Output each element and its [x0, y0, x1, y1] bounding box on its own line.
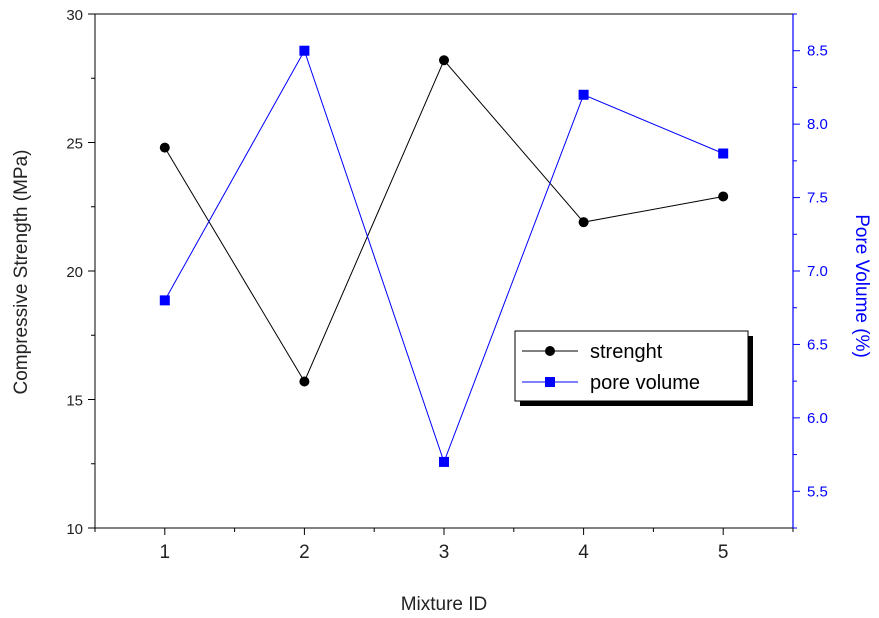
- legend-pore-volume-label: pore volume: [590, 372, 700, 394]
- series-layer: [159, 45, 729, 467]
- y-axis-right-label: Pore Volume (%): [851, 214, 872, 358]
- data-point-strenght: [439, 55, 449, 66]
- x-axis-label: Mixture ID: [401, 594, 488, 615]
- y-right-tick-label: 6.5: [807, 336, 828, 353]
- x-tick-label: 4: [578, 542, 589, 563]
- legend-strength-label: strenght: [590, 341, 663, 363]
- data-point-pore-volume: [718, 148, 729, 159]
- data-point-strenght: [299, 376, 310, 387]
- data-point-pore-volume: [159, 295, 170, 306]
- y-axis-left-label: Compressive Strength (MPa): [11, 150, 32, 395]
- legend-box: [514, 330, 749, 402]
- data-point-strenght: [718, 191, 729, 202]
- y-right-tick-label: 8.0: [807, 116, 828, 133]
- data-point-strenght: [578, 217, 589, 228]
- x-tick-label: 1: [160, 542, 171, 563]
- y-left-tick-label: 20: [66, 264, 83, 281]
- x-tick-label: 2: [299, 542, 310, 563]
- y-right-tick-label: 7.5: [807, 190, 828, 207]
- plot-frame: [94, 13, 794, 529]
- data-point-pore-volume: [439, 456, 449, 467]
- y-right-tick-label: 6.0: [807, 410, 828, 427]
- data-point-pore-volume: [578, 89, 589, 100]
- y-left-tick-label: 15: [66, 393, 83, 410]
- legend-strength-marker: [545, 346, 555, 356]
- y-right-tick-label: 8.5: [807, 43, 828, 60]
- y-right-tick-label: 7.0: [807, 263, 828, 280]
- y-left-tick-label: 25: [66, 136, 83, 153]
- legend-pore-volume-marker: [545, 377, 555, 387]
- x-tick-label: 3: [439, 542, 450, 563]
- y-left-tick-label: 30: [66, 7, 83, 24]
- legend: strenght pore volume: [514, 330, 753, 406]
- x-tick-label: 5: [718, 542, 729, 563]
- data-point-strenght: [159, 142, 170, 153]
- ticks-layer: 1 2 3 4 5 10 15 20 25 30 5.5 6.0 6.5 7.0 7.5 8.0 8.5: [66, 7, 828, 563]
- y-right-tick-label: 5.5: [807, 483, 828, 500]
- data-point-pore-volume: [299, 45, 310, 56]
- y-left-tick-label: 10: [66, 521, 83, 538]
